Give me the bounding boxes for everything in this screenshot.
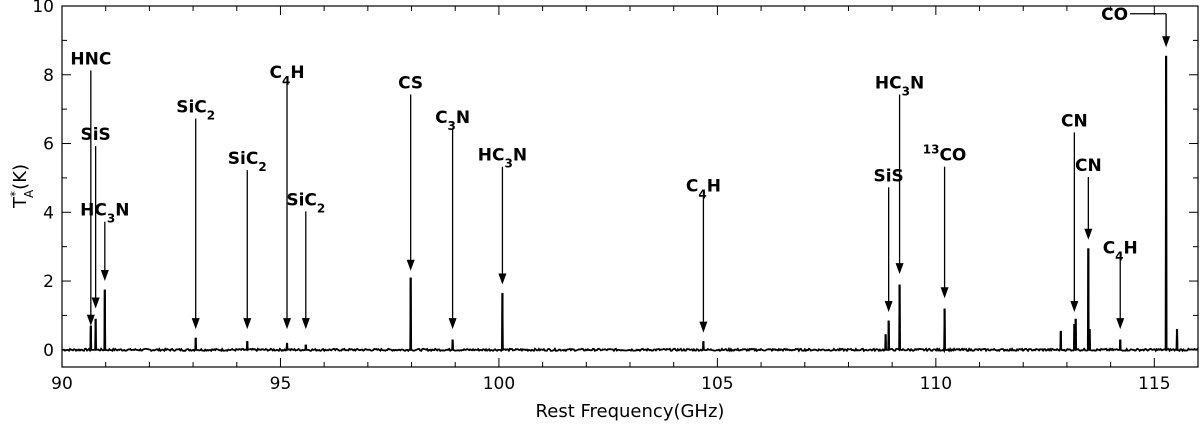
annotation-arrow-head [406,259,415,271]
annotation-arrow-head [283,318,292,330]
annotation-arrow-head [498,273,507,285]
y-axis-label-main: T [10,196,31,209]
annotation-arrow-head [448,318,457,330]
annotation-arrow-head [86,314,95,326]
annotation-arrow-head [100,270,109,282]
x-tick-label: 95 [270,374,292,394]
y-tick-label: 4 [43,203,54,223]
annotation-arrow-head [1162,36,1171,48]
y-axis-label: T*A(K) [8,164,36,209]
line-label: CO [1101,5,1128,25]
annotation-arrow-head [91,297,100,309]
line-label: CN [1061,111,1088,131]
spectrum-line [62,55,1199,353]
annotation-arrow-head [699,321,708,333]
annotation-arrow-head [1070,300,1079,312]
annotation-arrow-head [1116,318,1125,330]
annotation-arrow-head [884,300,893,312]
y-tick-label: 2 [43,272,54,292]
annotation-arrow-head [243,318,252,330]
line-label: SiC2 [228,149,267,174]
x-tick-label: 110 [920,374,952,394]
line-label: SiS [80,125,110,145]
y-tick-label: 6 [43,135,54,155]
line-label: 13CO [923,143,967,166]
line-label: HC3N [80,201,129,226]
chart-marks: 90 95 100 105 110 115 0 2 4 6 8 10 HNC SiS HC3N SiC2 SiC… [32,0,1199,394]
line-label: CN [1075,156,1102,176]
annotation-arrow-head [895,263,904,275]
line-label: HNC [70,49,111,69]
y-axis-label-sup: * [8,191,22,197]
line-label: SiC2 [286,190,325,215]
y-tick-label: 0 [43,341,54,361]
y-tick-label: 8 [43,66,54,86]
x-axis-label: Rest Frequency(GHz) [536,401,725,422]
y-axis-label-unit: (K) [10,164,31,190]
line-label: C4H [686,177,721,202]
line-label: C4H [1103,239,1138,264]
x-tick-label: 105 [701,374,733,394]
line-label: SiS [873,166,903,186]
annotation-arrow-head [191,318,200,330]
x-tick-label: 90 [51,374,73,394]
plot-area [61,5,1199,368]
line-label: CS [398,74,423,94]
annotation-arrow-head [1084,228,1093,240]
y-tick-label: 10 [32,0,54,17]
line-label: HC3N [875,74,924,99]
annotation-arrow-head [301,318,310,330]
line-label: SiC2 [176,98,215,123]
line-label: C3N [435,108,470,133]
annotation-arrow-head [940,287,949,299]
line-label: C4H [269,63,304,88]
x-tick-label: 100 [483,374,515,394]
line-label: HC3N [478,146,527,171]
y-axis-label-sub: A [22,189,36,198]
x-tick-label: 115 [1138,374,1170,394]
